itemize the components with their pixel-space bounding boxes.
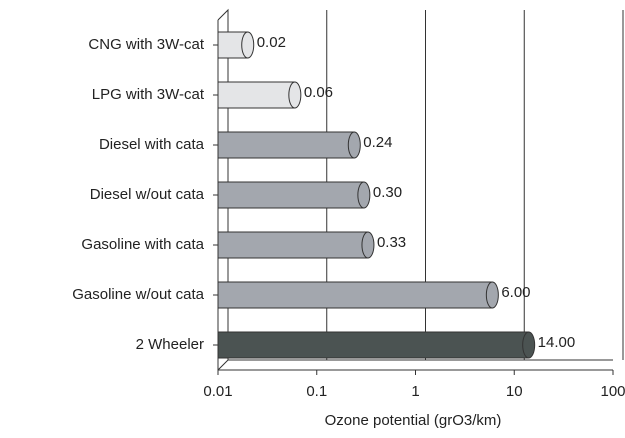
x-tick-label: 0.1 xyxy=(306,383,327,400)
bar xyxy=(217,181,365,209)
bar-cap xyxy=(485,281,499,309)
bar xyxy=(217,281,493,309)
bar xyxy=(217,331,530,359)
y-tick-label: Gasoline with cata xyxy=(81,236,204,253)
value-label: 6.00 xyxy=(501,284,530,301)
y-tick-label: 2 Wheeler xyxy=(136,336,204,353)
x-tick-label: 0.01 xyxy=(203,383,232,400)
bar-cap xyxy=(522,331,536,359)
x-tick-label: 100 xyxy=(600,383,625,400)
x-tick-label: 1 xyxy=(411,383,419,400)
y-tick-label: LPG with 3W-cat xyxy=(92,86,205,103)
bar-cap xyxy=(357,181,371,209)
bar xyxy=(217,231,369,259)
bar xyxy=(217,131,355,159)
y-tick-label: Gasoline w/out cata xyxy=(72,286,204,303)
bar-cap xyxy=(361,231,375,259)
value-label: 0.30 xyxy=(373,184,402,201)
bar xyxy=(217,81,296,109)
x-axis-label: Ozone potential (grO3/km) xyxy=(325,412,502,429)
bar-cap xyxy=(347,131,361,159)
value-label: 0.24 xyxy=(363,134,392,151)
x-tick-label: 10 xyxy=(506,383,523,400)
value-label: 14.00 xyxy=(538,334,576,351)
value-label: 0.06 xyxy=(304,84,333,101)
y-tick-label: Diesel with cata xyxy=(99,136,205,153)
bar-cap xyxy=(241,31,255,59)
value-label: 0.02 xyxy=(257,34,286,51)
y-tick-label: CNG with 3W-cat xyxy=(88,36,204,53)
value-label: 0.33 xyxy=(377,234,406,251)
y-tick-label: Diesel w/out cata xyxy=(90,186,205,203)
bar-cap xyxy=(288,81,302,109)
